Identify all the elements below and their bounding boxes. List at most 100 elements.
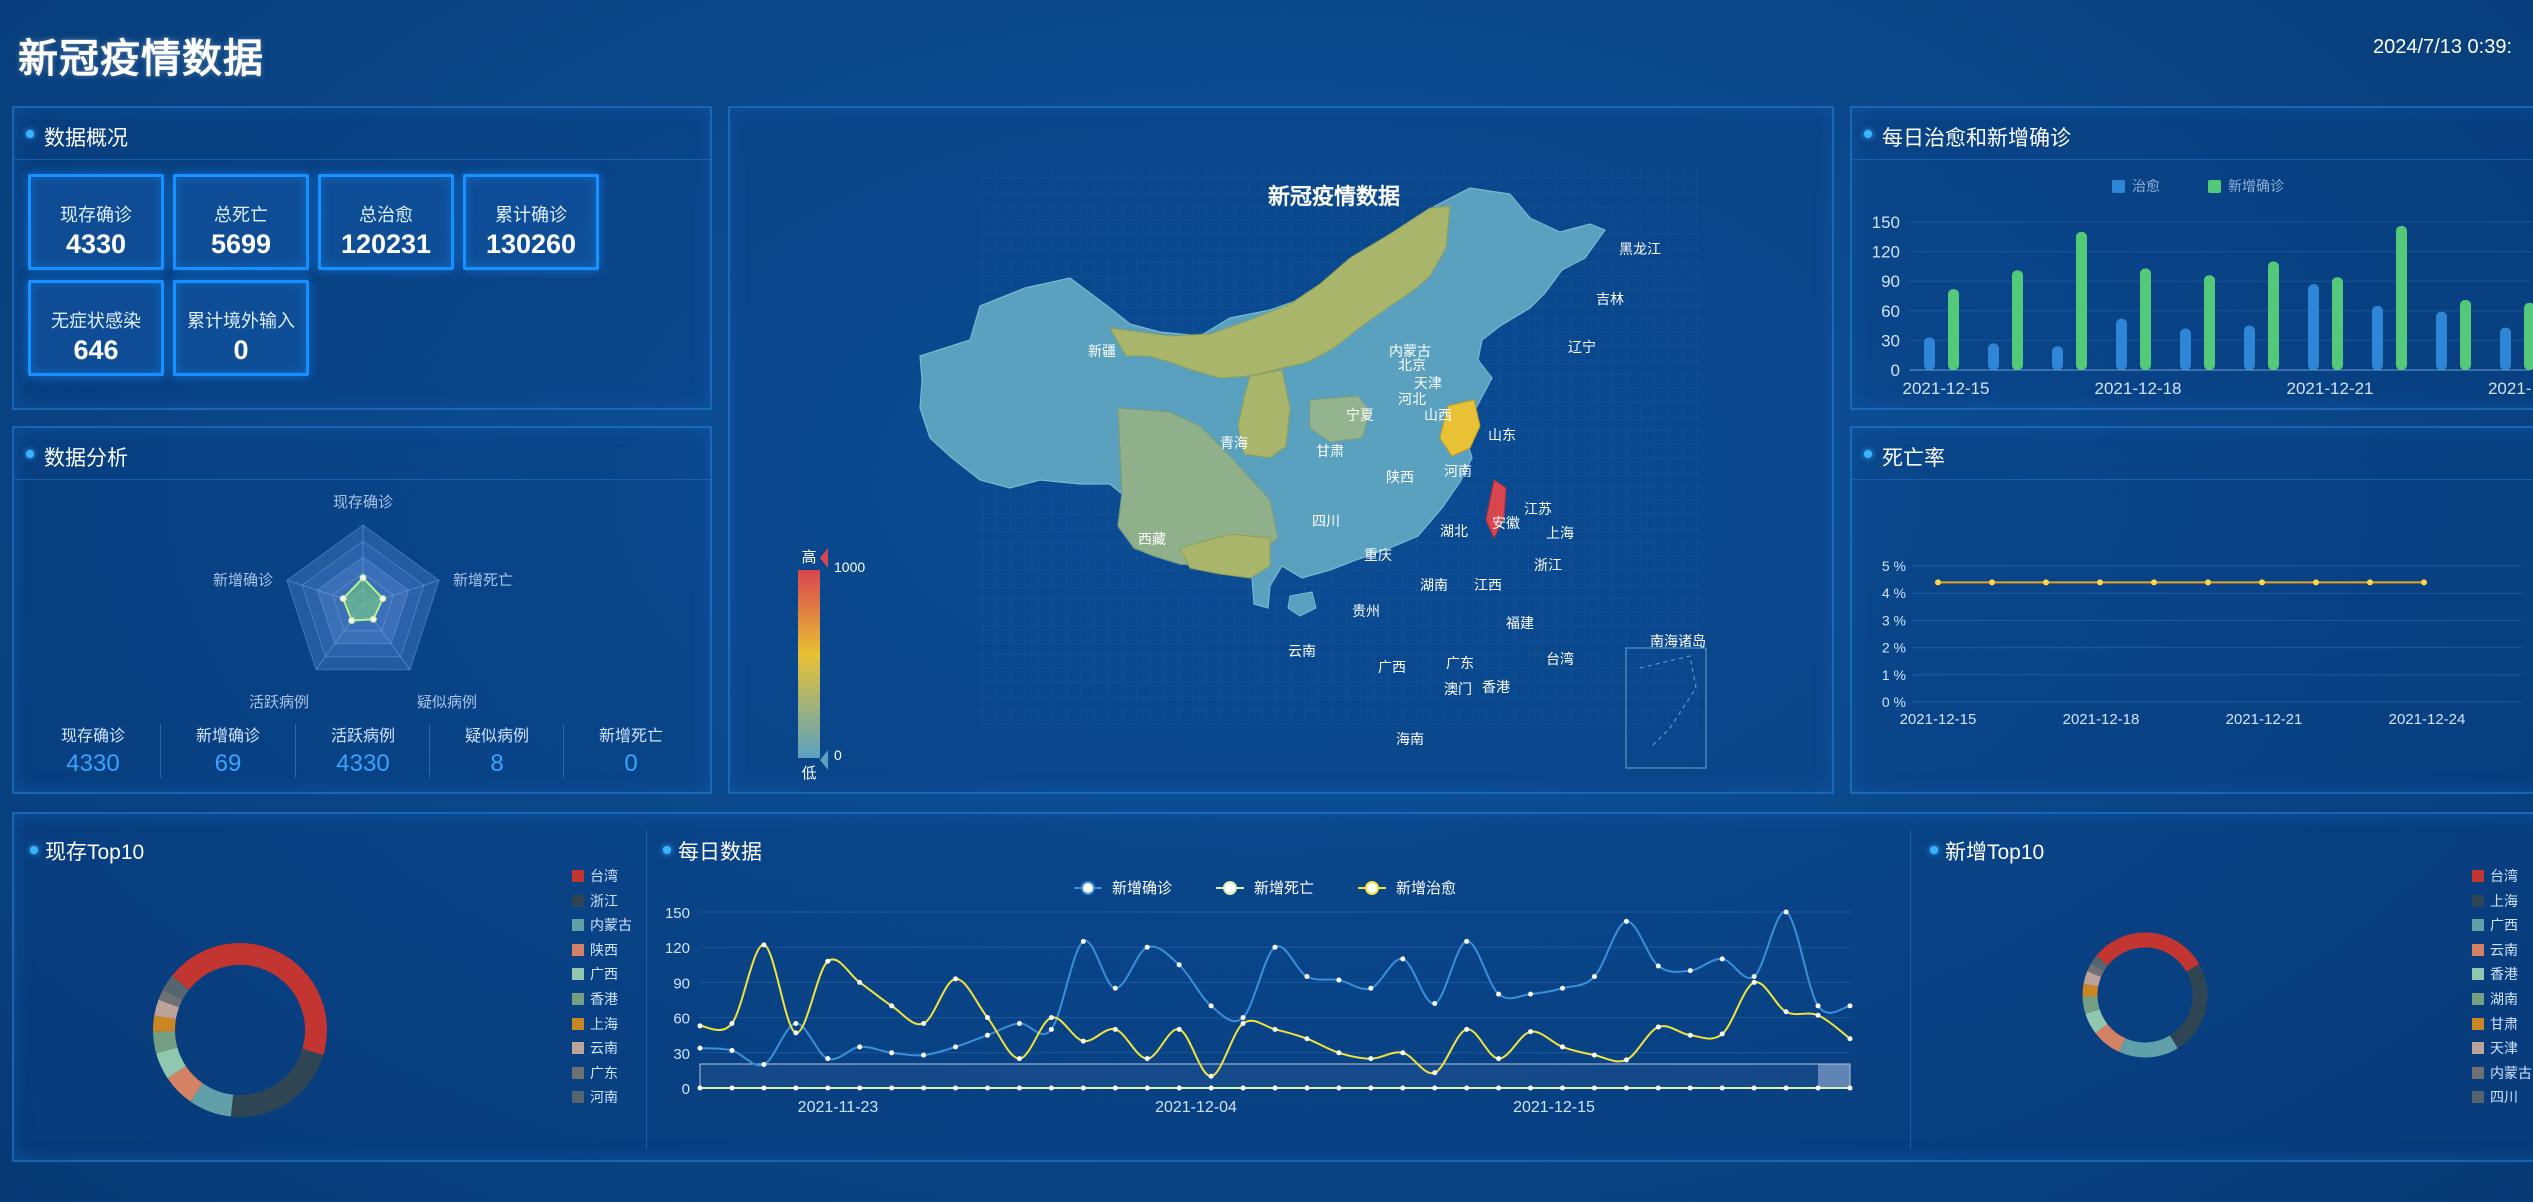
series-point: [857, 1085, 863, 1091]
analysis-label: 新增死亡: [598, 728, 663, 745]
top10-current-donut: [153, 943, 327, 1117]
analysis-value: 8: [490, 750, 504, 777]
map-scale-high: 高: [801, 549, 816, 566]
series-point: [1272, 1026, 1278, 1032]
legend-item[interactable]: 浙江: [572, 891, 618, 911]
series-point: [985, 1015, 990, 1021]
province-label: 河南: [1444, 463, 1472, 479]
zoom-handle: [1818, 1064, 1850, 1088]
series-point: [1400, 1085, 1406, 1091]
x-tick-label: 2021-12-15: [1903, 379, 1990, 398]
stat-card-current: 现存确诊 4330: [28, 174, 164, 270]
legend-item[interactable]: 甘肃: [2472, 1014, 2518, 1034]
radar-label: 疑似病例: [417, 694, 477, 710]
legend-swatch: [572, 919, 584, 932]
region-neimenggu: [1109, 205, 1451, 379]
series-point: [1655, 1024, 1661, 1030]
death-rate-title: 死亡率: [1882, 447, 1945, 470]
donut-slice: [154, 999, 180, 1020]
legend-swatch: [572, 894, 584, 907]
analysis-label: 新增确诊: [195, 728, 260, 745]
series-point: [729, 1047, 735, 1053]
legend-item[interactable]: 上海: [2472, 891, 2518, 911]
province-label: 湖南: [1420, 577, 1448, 593]
legend-label: 新增确诊: [1112, 880, 1172, 897]
province-label: 山西: [1424, 407, 1452, 423]
legend-swatch: [2472, 1066, 2484, 1079]
legend-item[interactable]: 湖南: [2472, 989, 2518, 1009]
legend-item[interactable]: 天津: [2472, 1038, 2518, 1058]
stat-card-asymptomatic: 无症状感染 646: [28, 280, 164, 376]
bullet-icon: [30, 846, 38, 854]
y-tick-label: 150: [1872, 213, 1900, 232]
province-label: 河北: [1398, 391, 1426, 407]
legend-swatch: [572, 943, 584, 956]
radar-point: [339, 595, 347, 603]
legend-item[interactable]: 内蒙古: [572, 915, 632, 935]
legend-item[interactable]: 云南: [572, 1038, 618, 1058]
legend-swatch: [2208, 180, 2221, 193]
page-title: 新冠疫情数据: [18, 37, 264, 81]
legend-item[interactable]: 内蒙古: [2472, 1063, 2532, 1083]
province-label: 云南: [1288, 643, 1316, 659]
legend-label: 新增确诊: [2228, 178, 2284, 194]
death-rate-point: [2421, 579, 2427, 586]
legend-swatch: [2472, 919, 2484, 932]
legend-label: 天津: [2490, 1040, 2518, 1057]
death-rate-point: [1935, 579, 1941, 586]
province-label: 浙江: [1534, 557, 1562, 573]
bar-cured: [2500, 327, 2511, 370]
legend-item[interactable]: 香港: [572, 989, 618, 1009]
legend-label: 湖南: [2490, 991, 2518, 1007]
series-point: [1208, 1085, 1214, 1091]
province-label: 新疆: [1088, 343, 1116, 359]
stat-card-cured: 总治愈 120231: [318, 174, 454, 270]
radar-point: [369, 615, 377, 623]
bullet-icon: [26, 130, 34, 138]
series-point: [1432, 1070, 1438, 1076]
series-point: [1176, 1085, 1182, 1091]
analysis-value: 4330: [66, 750, 120, 777]
legend-item[interactable]: 河南: [572, 1087, 618, 1107]
stat-value: 4330: [65, 229, 127, 259]
province-label: 宁夏: [1346, 407, 1374, 423]
donut-slice: [171, 943, 327, 1056]
series-point: [889, 1085, 895, 1091]
analysis-item-new: 新增确诊 69: [161, 722, 295, 778]
death-rate-point: [2259, 579, 2265, 586]
stat-label: 累计境外输入: [187, 311, 295, 331]
bar-new-confirmed: [2524, 302, 2533, 370]
series-point: [1400, 956, 1406, 962]
legend-item[interactable]: 上海: [572, 1014, 618, 1034]
stat-label: 总死亡: [214, 205, 268, 225]
legend-item[interactable]: 广东: [572, 1063, 618, 1083]
province-label: 山东: [1488, 427, 1516, 443]
series-point: [1144, 944, 1150, 950]
series-point: [921, 1052, 927, 1058]
province-label: 安徽: [1492, 515, 1520, 531]
legend-item[interactable]: 广西: [572, 964, 618, 984]
series-point: [857, 1044, 863, 1050]
legend-item[interactable]: 香港: [2472, 964, 2518, 984]
legend-item[interactable]: 台湾: [572, 866, 618, 886]
death-rate-point: [2097, 579, 2103, 586]
province-label: 吉林: [1596, 291, 1624, 307]
y-tick-label: 60: [673, 1011, 690, 1028]
legend-item[interactable]: 四川: [2472, 1087, 2518, 1107]
legend-label: 四川: [2490, 1089, 2518, 1106]
top10-current-title: 现存Top10: [45, 841, 145, 864]
series-point: [793, 1020, 799, 1026]
legend-item[interactable]: 台湾: [2472, 866, 2518, 886]
bar-new-confirmed: [2396, 225, 2407, 370]
series-point: [1240, 1085, 1246, 1091]
region-taiwan: [1485, 479, 1507, 540]
legend-swatch: [2472, 1091, 2484, 1104]
province-label: 北京: [1398, 357, 1426, 373]
legend-item[interactable]: 云南: [2472, 940, 2518, 960]
stat-label: 现存确诊: [60, 205, 132, 225]
province-label: 海南: [1396, 731, 1424, 747]
series-line: [699, 910, 1851, 1067]
legend-item[interactable]: 广西: [2472, 915, 2518, 935]
legend-item[interactable]: 陕西: [572, 940, 618, 960]
legend-label: 台湾: [2490, 868, 2518, 884]
